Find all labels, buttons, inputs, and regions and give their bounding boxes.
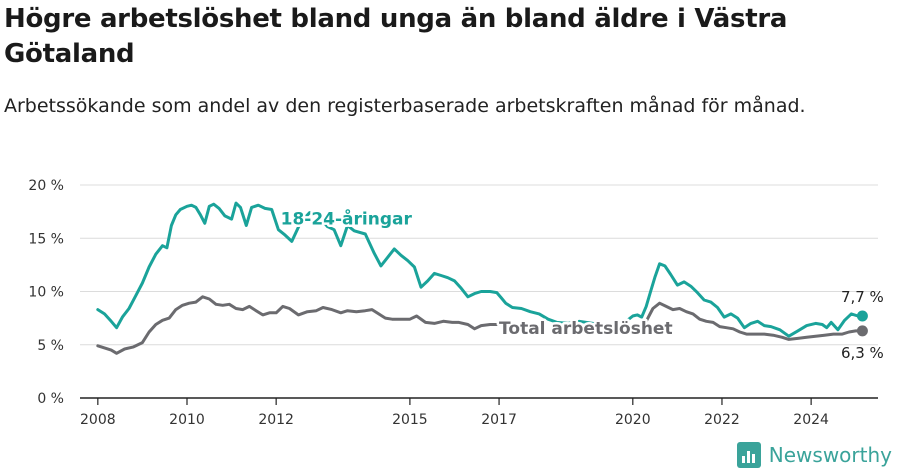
x-tick-label: 2008 (80, 412, 116, 428)
series-end-point (856, 310, 868, 322)
y-tick-label: 20 % (28, 178, 64, 194)
y-tick-label: 5 % (37, 338, 64, 354)
x-tick-label: 2015 (392, 412, 428, 428)
series-label-halo: 18-24-åringar (281, 207, 413, 229)
series-line-2 (644, 301, 864, 341)
series-end-label: 7,7 % (841, 288, 884, 306)
y-tick-label: 0 % (37, 391, 64, 407)
brand-name: Newsworthy (768, 443, 892, 467)
x-tick-label: 2010 (169, 412, 205, 428)
series-end-label: 6,3 % (841, 344, 884, 362)
series-label: Total arbetslöshet (499, 319, 673, 339)
chart-title: Högre arbetslöshet bland unga än bland ä… (4, 4, 788, 69)
series-label: 18-24-åringar (281, 207, 413, 229)
x-tick-label: 2017 (481, 412, 517, 428)
y-tick-label: 10 % (28, 285, 64, 301)
series-line-0 (96, 201, 864, 338)
x-tick-label: 2012 (258, 412, 294, 428)
bar-chart-logo-icon (736, 442, 761, 468)
x-tick-label: 2022 (704, 412, 740, 428)
y-tick-label: 15 % (28, 231, 64, 247)
brand[interactable]: Newsworthy (736, 442, 892, 468)
series-label-halo: Total arbetslöshet (499, 319, 673, 339)
x-tick-label: 2024 (793, 412, 829, 428)
x-tick-label: 2020 (615, 412, 651, 428)
series-line-1 (96, 295, 501, 355)
chart-subtitle: Arbetssökande som andel av den registerb… (4, 95, 806, 117)
series-end-point (856, 325, 868, 337)
